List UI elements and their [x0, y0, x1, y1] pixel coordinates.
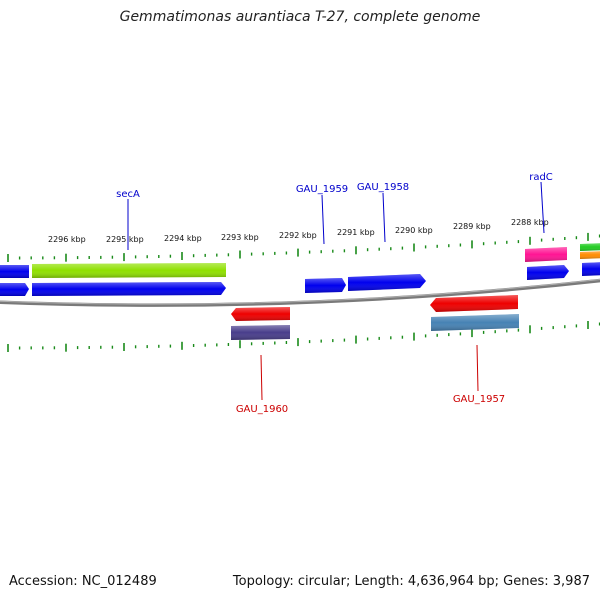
gene-label-gau-1960[interactable]: GAU_1960 — [236, 404, 288, 415]
gene-feature-shading — [0, 265, 29, 278]
label-leader-line — [321, 194, 325, 245]
gene-feature-shading — [348, 274, 426, 291]
gene-feature-shading — [231, 307, 290, 321]
genome-backbone — [0, 278, 600, 307]
scale-label: 2290 kbp — [395, 226, 433, 235]
gene-feature-shading — [582, 262, 600, 276]
gene-label-secA[interactable]: secA — [116, 189, 140, 200]
genome-backbone-highlight — [0, 279, 600, 305]
gene-feature-shading — [580, 243, 600, 251]
gene-label-gau-1959[interactable]: GAU_1959 — [296, 184, 348, 195]
scale-label: 2294 kbp — [164, 234, 202, 243]
gene-feature-shading — [231, 325, 290, 340]
scale-label: 2296 kbp — [48, 235, 86, 244]
scale-label: 2293 kbp — [221, 233, 259, 242]
reverse-features — [231, 295, 519, 340]
label-leader-line — [260, 354, 263, 401]
scale-label: 2295 kbp — [106, 235, 144, 244]
forward-features — [0, 243, 600, 296]
topology-text: Topology: circular; Length: 4,636,964 bp… — [232, 574, 590, 589]
gene-feature-shading — [305, 278, 346, 293]
gene-label-gau-1957[interactable]: GAU_1957 — [453, 394, 505, 405]
gene-feature-shading — [32, 263, 226, 278]
gene-feature-shading — [430, 295, 518, 312]
label-leader-line — [540, 181, 545, 234]
scale-label: 2289 kbp — [453, 222, 491, 231]
gene-label-gau-1958[interactable]: GAU_1958 — [357, 182, 409, 193]
label-leader-line — [382, 192, 386, 243]
gene-feature-shading — [527, 265, 569, 280]
scale-label: 2292 kbp — [279, 231, 317, 240]
gene-feature-shading — [0, 283, 29, 296]
gene-feature-shading — [32, 282, 226, 296]
gene-feature-shading — [431, 314, 519, 331]
scale-label: 2288 kbp — [511, 218, 549, 227]
scale-ticks-top — [7, 232, 600, 262]
label-leader-line — [476, 344, 479, 392]
map-title: Gemmatimonas aurantiaca T-27, complete g… — [119, 9, 481, 25]
gene-label-radC[interactable]: radC — [529, 172, 553, 183]
gene-feature-shading — [525, 247, 567, 262]
accession-text: Accession: NC_012489 — [9, 574, 157, 589]
scale-label: 2291 kbp — [337, 228, 375, 237]
gene-feature-shading — [580, 251, 600, 259]
scale-ticks-bottom — [7, 321, 600, 352]
